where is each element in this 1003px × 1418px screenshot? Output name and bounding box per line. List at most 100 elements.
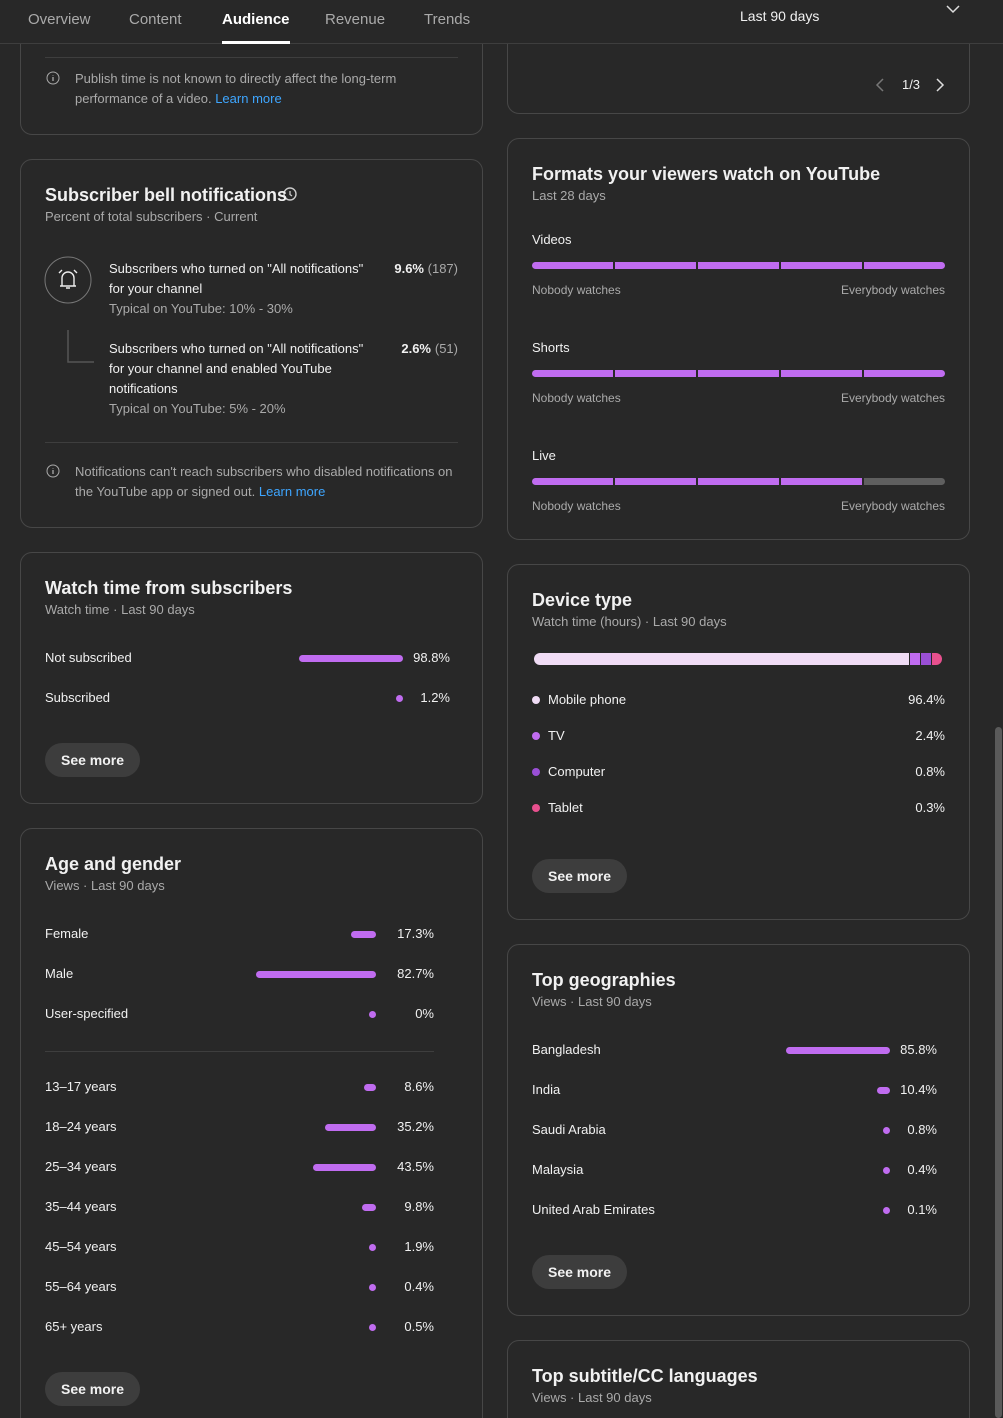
bar-dot <box>369 1010 376 1018</box>
value-label: 98.8% <box>413 650 450 665</box>
row-label: Female <box>45 926 89 941</box>
learn-more-link[interactable]: Learn more <box>258 484 326 499</box>
learn-more-link[interactable]: Learn more <box>215 91 282 106</box>
next-arrow[interactable] <box>934 78 946 92</box>
value-label: 2.6% <box>401 341 431 356</box>
value-label: 0% <box>415 1006 434 1021</box>
device-segment <box>931 653 942 665</box>
bar-dot <box>369 1323 376 1331</box>
count: (187) <box>427 261 458 276</box>
nav-tab[interactable]: Audience <box>222 11 290 28</box>
bar <box>256 970 376 978</box>
card-subtitle: Views · Last 90 days <box>532 1390 652 1405</box>
connector <box>67 330 94 363</box>
scale-min-label: Nobody watches <box>532 499 621 513</box>
format-label: Shorts <box>532 340 570 355</box>
see-more-button[interactable]: See more <box>532 1255 628 1289</box>
row-label: India <box>532 1082 561 1097</box>
value-label: 0.8% <box>907 1122 937 1137</box>
row-label: 45–54 years <box>45 1239 117 1254</box>
row-label: United Arab Emirates <box>532 1202 655 1217</box>
see-more-button[interactable]: See more <box>45 1372 141 1406</box>
bar <box>361 1203 376 1211</box>
scale-max-label: Everybody watches <box>840 391 945 405</box>
card <box>20 828 483 1418</box>
value-label: 10.4% <box>900 1082 937 1097</box>
scale-max-label: Everybody watches <box>840 499 945 513</box>
bar <box>299 654 403 662</box>
row-label: Not subscribed <box>45 650 132 665</box>
value-label: 0.4% <box>907 1162 937 1177</box>
device-segment <box>909 653 920 665</box>
card <box>507 564 970 920</box>
bar-dot <box>883 1126 890 1134</box>
level-segment <box>532 478 613 485</box>
level-segment <box>781 370 862 377</box>
level-segment <box>864 370 945 377</box>
row-label: 13–17 years <box>45 1079 117 1094</box>
clock-icon <box>283 187 297 201</box>
row-label: 55–64 years <box>45 1279 117 1294</box>
nav-tab[interactable]: Content <box>129 11 182 28</box>
card <box>20 0 483 135</box>
card-title: Device type <box>532 590 633 610</box>
card-subtitle: Percent of total subscribers · Current <box>45 209 258 224</box>
tab-underline <box>222 41 290 44</box>
value-label: 43.5% <box>397 1159 434 1174</box>
scrollbar-thumb[interactable] <box>995 727 1002 1418</box>
card <box>507 138 970 540</box>
scale-min-label: Nobody watches <box>532 391 621 405</box>
nav-tab[interactable]: Revenue <box>325 11 386 28</box>
legend-dot <box>532 804 540 812</box>
row-label: Saudi Arabia <box>532 1122 606 1137</box>
legend-label: Tablet <box>548 800 583 815</box>
value-label: 9.6% <box>394 261 424 276</box>
nav-tab[interactable]: Trends <box>424 11 471 28</box>
bar-dot <box>396 694 403 702</box>
chevron-down[interactable] <box>946 3 960 15</box>
scale-max-label: Everybody watches <box>840 283 945 297</box>
row-label: 25–34 years <box>45 1159 117 1174</box>
level-segment <box>781 262 862 269</box>
level-segment <box>615 262 696 269</box>
row-label: Subscribed <box>45 690 111 705</box>
card-subtitle: Views · Last 90 days <box>532 994 652 1009</box>
row-label: Male <box>45 966 74 981</box>
bar <box>350 930 376 938</box>
card-title: Formats your viewers watch on YouTube <box>532 164 881 184</box>
card-title: Age and gender <box>45 854 182 874</box>
bar-dot <box>883 1206 890 1214</box>
card <box>507 944 970 1316</box>
row-label: Bangladesh <box>532 1042 601 1057</box>
info-icon <box>46 71 60 85</box>
see-more-button[interactable]: See more <box>532 859 628 893</box>
bar <box>786 1046 890 1054</box>
bar-dot <box>369 1243 376 1251</box>
date-range[interactable]: Last 90 days <box>740 8 820 24</box>
legend-dot <box>532 696 540 704</box>
see-more-button[interactable]: See more <box>45 743 141 777</box>
value-label: 82.7% <box>397 966 434 981</box>
value-label: 17.3% <box>397 926 434 941</box>
format-label: Videos <box>532 232 572 247</box>
bar <box>312 1163 376 1171</box>
nav-tab[interactable]: Overview <box>28 11 91 28</box>
prev-arrow[interactable] <box>874 78 886 92</box>
row-label: 65+ years <box>45 1319 103 1334</box>
row-label: 18–24 years <box>45 1119 117 1134</box>
row-text: Subscribers who turned on "All notificat… <box>109 341 364 396</box>
bar-dot <box>369 1283 376 1291</box>
card <box>507 0 970 114</box>
note: Notifications can't reach subscribers wh… <box>75 464 453 499</box>
value-label: 0.8% <box>915 764 945 779</box>
legend-label: Mobile phone <box>548 692 627 707</box>
level-segment <box>698 478 779 485</box>
legend-label: Computer <box>548 764 606 779</box>
level-segment <box>698 262 779 269</box>
format-label: Live <box>532 448 556 463</box>
level-segment <box>532 370 613 377</box>
value-label: 0.5% <box>404 1319 434 1334</box>
legend-dot <box>532 732 540 740</box>
row-text: Subscribers who turned on "All notificat… <box>109 261 364 296</box>
